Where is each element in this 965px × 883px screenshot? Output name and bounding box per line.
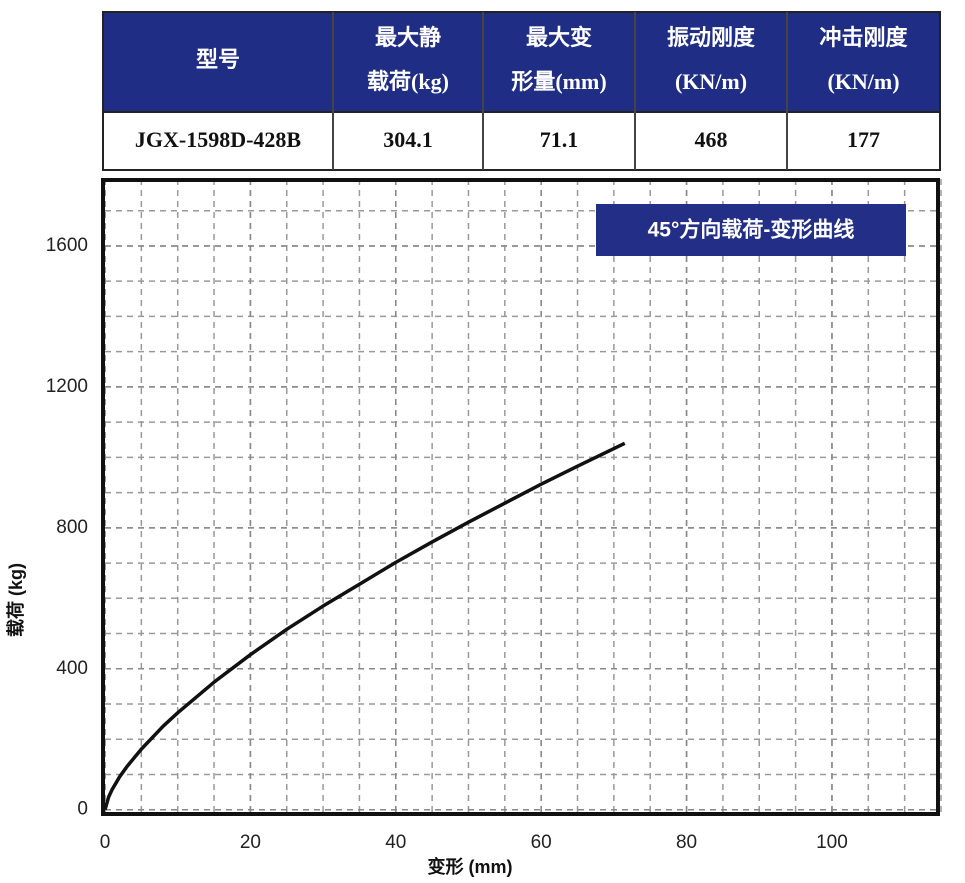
header-cell: 形量(mm) [511,69,606,94]
table-cell: JGX-1598D-428B [135,127,302,152]
header-cell: 型号 [196,47,240,72]
header-cell: (KN/m) [675,69,747,94]
y-axis-label: 载荷 (kg) [5,563,26,637]
x-tick-label: 0 [100,832,111,853]
table-cell: 468 [695,127,728,152]
header-cell: 最大变 [526,25,592,50]
header-cell: (KN/m) [827,69,899,94]
table-cell: 71.1 [540,127,579,152]
table-header-bg [103,12,940,112]
y-tick-label: 400 [56,658,88,679]
y-tick-label: 0 [77,799,88,820]
header-cell: 载荷(kg) [367,69,449,94]
data-line [103,441,626,811]
title-box [596,204,906,256]
y-tick-label: 1600 [46,235,88,256]
y-tick-label: 800 [56,517,88,538]
x-tick-label: 80 [676,832,697,853]
header-cell: 振动刚度 [667,25,756,50]
x-axis-label: 变形 (mm) [428,856,513,877]
y-tick-label: 1200 [46,376,88,397]
header-cell: 最大静 [375,25,441,50]
x-tick-label: 60 [531,832,552,853]
table-cell: 177 [847,127,880,152]
table-border [102,11,941,171]
table-cell: 304.1 [383,127,433,152]
x-tick-label: 20 [240,832,261,853]
plot-frame [101,178,940,816]
x-tick-label: 40 [385,832,406,853]
chart-title: 45°方向载荷-变形曲线 [648,218,855,242]
header-cell: 冲击刚度 [819,25,908,50]
x-tick-label: 100 [816,832,848,853]
